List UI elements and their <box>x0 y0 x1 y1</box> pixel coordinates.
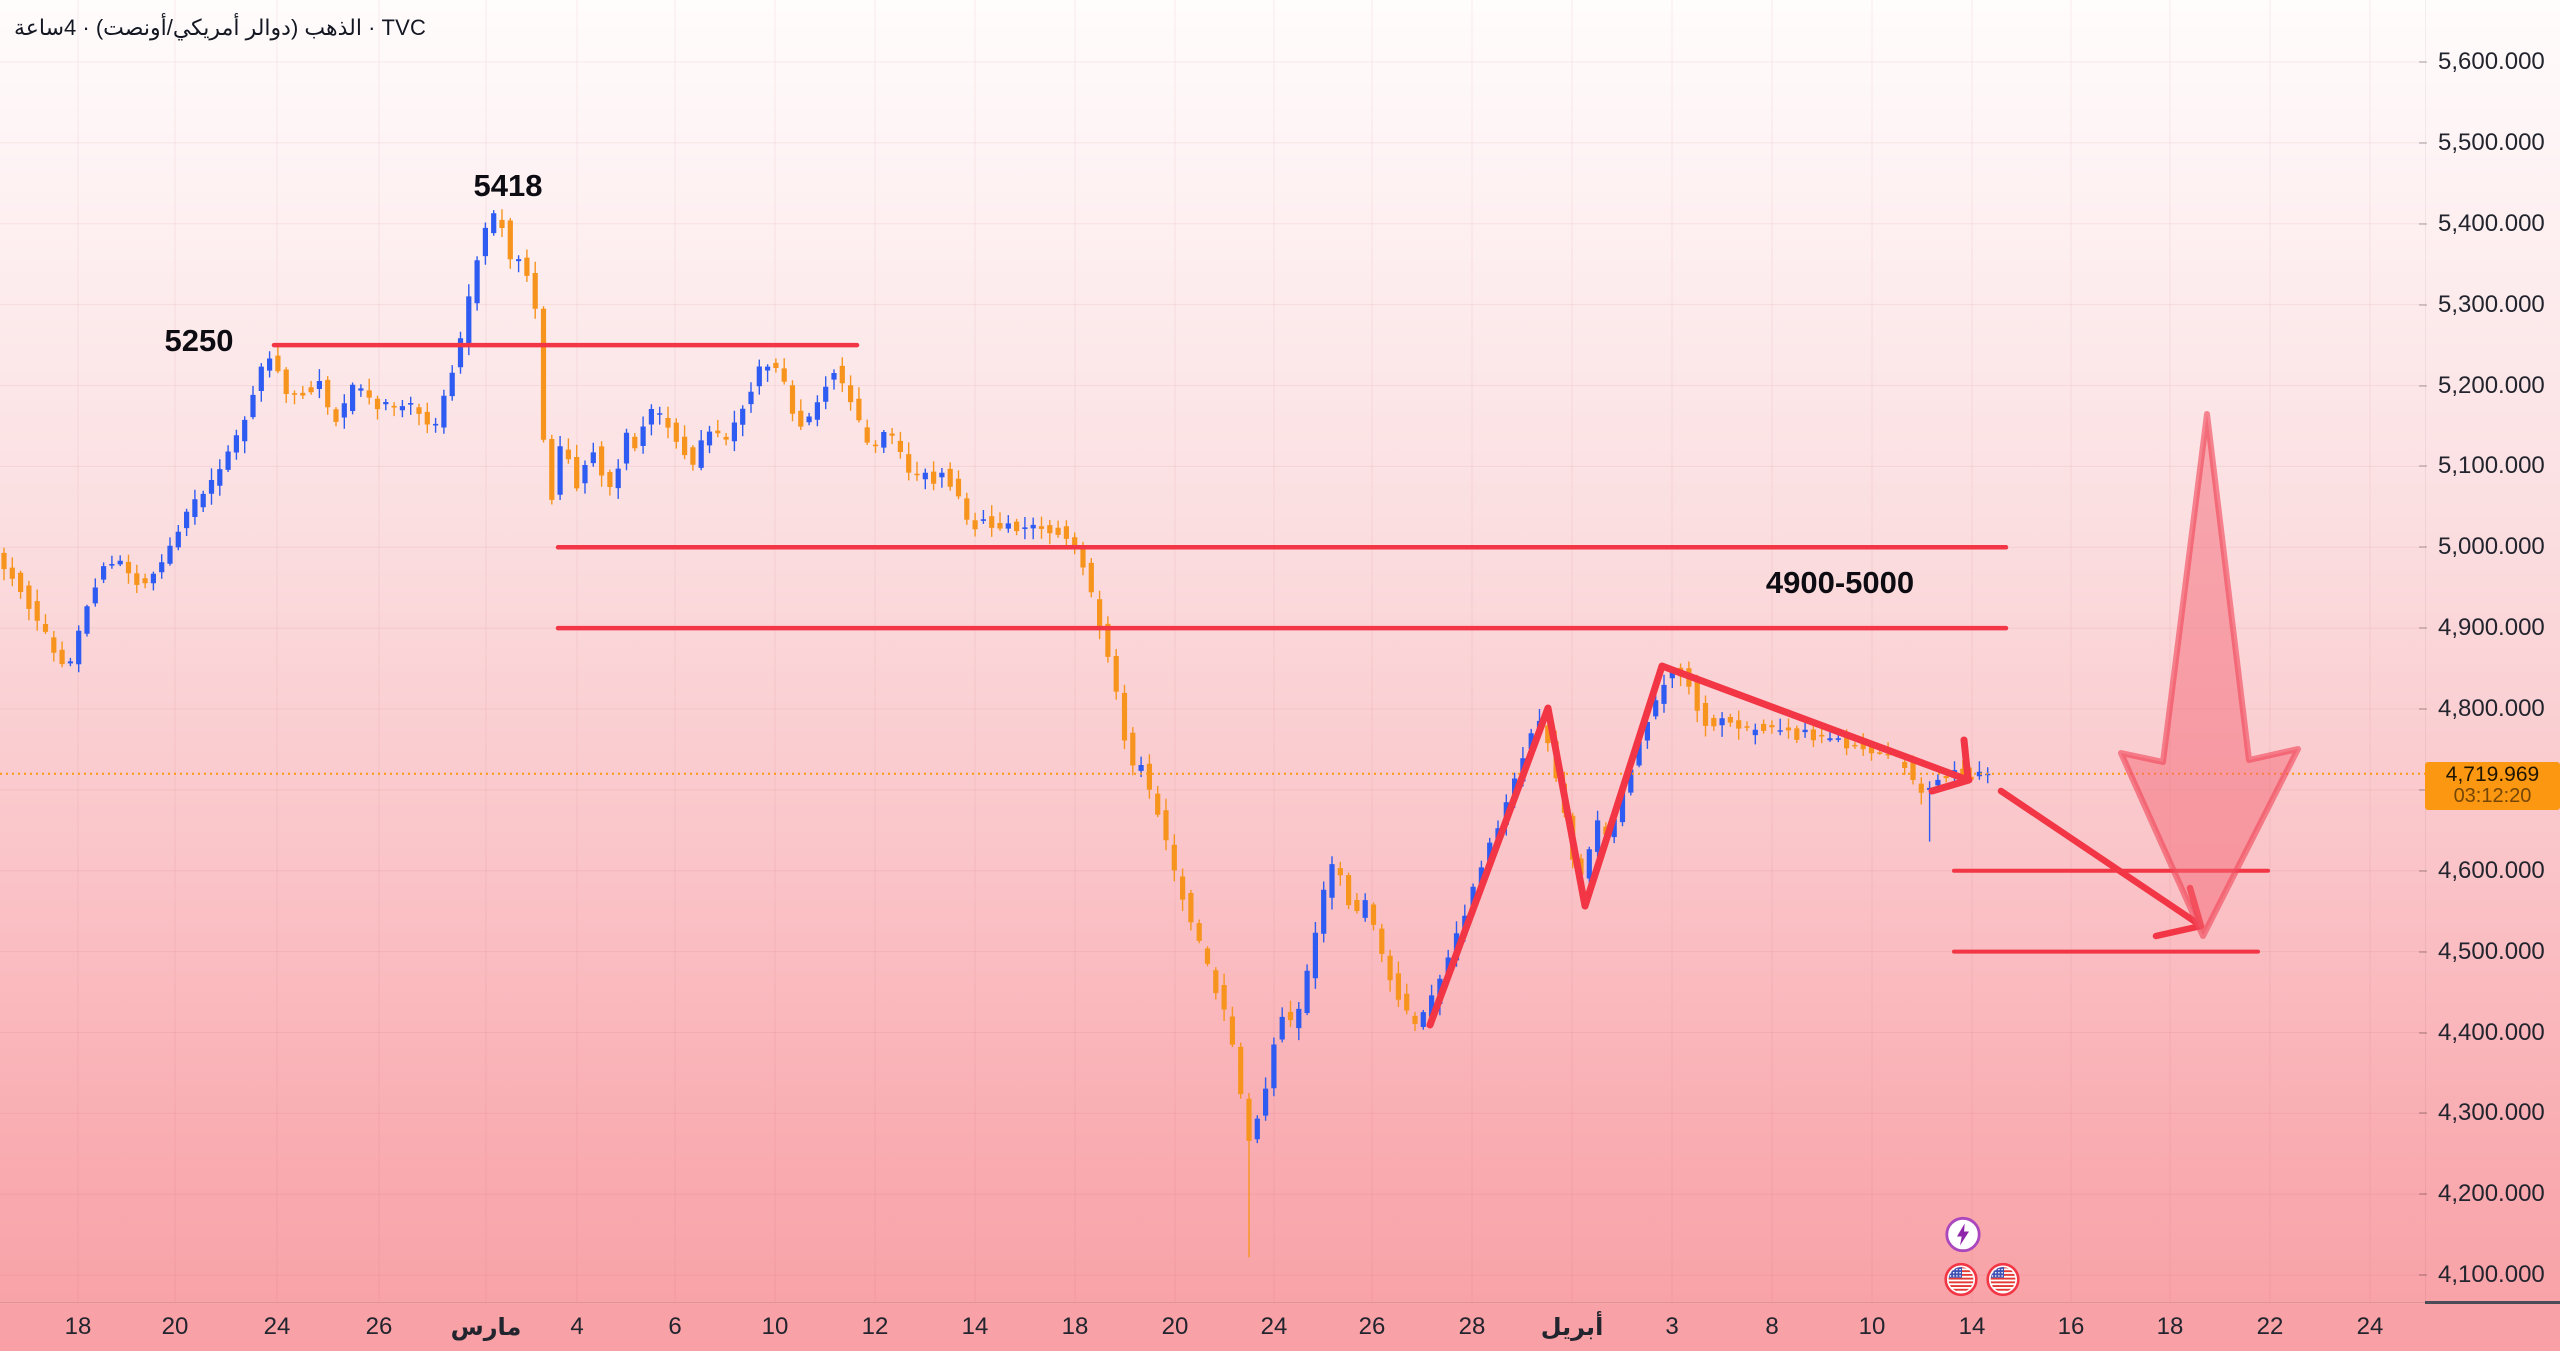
price-axis-tick <box>2419 61 2427 63</box>
price-axis-tick <box>2419 465 2427 468</box>
price-axis-label: 4,300.000 <box>2438 1099 2545 1127</box>
lightning-icon[interactable] <box>1945 1216 1982 1258</box>
grid-lines <box>0 0 2425 1302</box>
price-axis-tick <box>2419 1112 2427 1115</box>
symbol-title[interactable]: ةعاس4 · (تصنوأ/يكيرمأ رلاود) بهذلا · TVC <box>14 15 427 40</box>
price-axis-separator <box>2425 0 2426 1302</box>
price-axis-tick <box>2419 141 2427 144</box>
current-price-flag: 4,719.969 03:12:20 <box>2425 761 2560 810</box>
price-axis-tick <box>2419 1193 2427 1196</box>
price-axis-label: 5,300.000 <box>2438 290 2545 318</box>
time-axis-month-label: مارس <box>450 1314 522 1341</box>
price-axis-label: 4,500.000 <box>2438 937 2545 965</box>
current-price-value: 4,719.969 <box>2445 763 2540 787</box>
down-candle-wicks <box>3 209 1972 1258</box>
time-axis-label: 10 <box>761 1313 789 1340</box>
zigzag-projection-line[interactable] <box>1426 662 1972 1029</box>
price-axis-tick <box>2419 627 2427 630</box>
time-axis-label: 6 <box>668 1313 682 1340</box>
price-axis-label: 5,400.000 <box>2438 209 2545 237</box>
price-axis-tick <box>2419 950 2427 953</box>
time-axis-label: 16 <box>2057 1313 2085 1340</box>
time-axis-label: 28 <box>1458 1313 1486 1340</box>
price-axis-tick <box>2419 708 2427 710</box>
time-axis-label: 10 <box>1858 1313 1886 1340</box>
price-axis-tick <box>2419 788 2427 791</box>
time-axis-label: 8 <box>1765 1313 1779 1340</box>
zigzag-arrowhead[interactable] <box>1928 776 1973 795</box>
price-axis-tick <box>2419 303 2427 306</box>
price-axis-tick <box>2419 869 2427 872</box>
time-axis-label: 18 <box>1061 1313 1089 1340</box>
time-axis-label: 20 <box>1161 1313 1189 1340</box>
us-flag-icon[interactable] <box>1986 1262 2020 1302</box>
time-axis-separator <box>0 1302 2560 1303</box>
down-projection-arrowhead[interactable] <box>2152 922 2205 940</box>
price-axis-label: 4,100.000 <box>2438 1261 2545 1289</box>
time-axis-label: 26 <box>1358 1313 1386 1340</box>
bar-countdown: 03:12:20 <box>2453 785 2532 808</box>
time-axis-label: 3 <box>1665 1313 1679 1340</box>
price-axis-tick <box>2419 546 2427 549</box>
time-axis-label: 20 <box>161 1313 189 1340</box>
time-axis-label: 14 <box>1958 1313 1986 1340</box>
time-axis-label: 18 <box>2156 1313 2184 1340</box>
price-axis-bottom-border <box>2425 1301 2560 1304</box>
price-axis-label: 5,500.000 <box>2438 128 2545 156</box>
price-axis-label: 4,800.000 <box>2438 695 2545 722</box>
drawings-layer[interactable] <box>271 342 2301 1029</box>
down-projection-arrow[interactable] <box>1997 787 2204 929</box>
price-axis-label: 4,900.000 <box>2438 614 2545 642</box>
down-candle-bodies <box>1 219 1974 1141</box>
price-axis-label: 5,200.000 <box>2438 371 2545 399</box>
price-axis-label: 4,200.000 <box>2438 1180 2545 1208</box>
time-axis-label: 24 <box>263 1313 291 1340</box>
us-flag-icon[interactable] <box>1944 1262 1978 1302</box>
zigzag-arrowhead[interactable] <box>1960 736 1972 783</box>
price-axis-tick <box>2419 1031 2427 1034</box>
price-axis-tick <box>2419 384 2427 387</box>
time-axis-label: 22 <box>2256 1313 2284 1340</box>
price-axis-label: 4,400.000 <box>2438 1018 2545 1046</box>
zone-price-label[interactable]: 4900-5000 <box>1765 565 1915 600</box>
price-axis-tick <box>2419 1274 2427 1277</box>
big-down-arrow[interactable] <box>2118 411 2301 939</box>
time-axis-label: 12 <box>861 1313 889 1340</box>
candles <box>1 209 1991 1258</box>
time-axis-label: 24 <box>2356 1313 2384 1340</box>
price-axis-label: 5,000.000 <box>2438 533 2545 561</box>
time-axis-label: 26 <box>365 1313 393 1340</box>
time-axis-label: 4 <box>570 1313 584 1340</box>
resistance-price-label[interactable]: 5250 <box>164 323 234 358</box>
time-axis-month-label: أبريل <box>1540 1314 1604 1341</box>
peak-price-label[interactable]: 5418 <box>473 168 543 203</box>
price-axis-label: 4,600.000 <box>2438 856 2545 884</box>
time-axis-label: 18 <box>64 1313 92 1340</box>
time-axis-label: 14 <box>961 1313 989 1340</box>
price-axis-label: 5,600.000 <box>2438 48 2545 75</box>
time-axis-label: 24 <box>1260 1313 1288 1340</box>
price-axis-label: 5,100.000 <box>2438 452 2545 480</box>
price-axis-tick <box>2419 222 2427 225</box>
up-candle-bodies <box>67 213 1991 1140</box>
